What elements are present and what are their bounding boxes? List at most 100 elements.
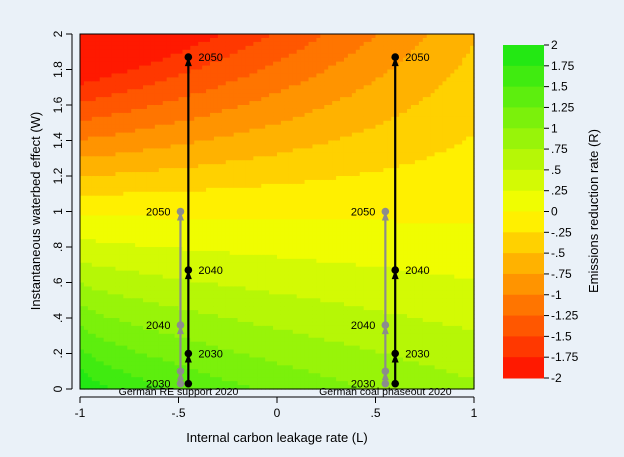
heatmap-cell (115, 353, 120, 359)
heatmap-cell (158, 81, 164, 86)
heatmap-cell (83, 333, 89, 339)
heatmap-cell (257, 373, 262, 378)
heatmap-cell (107, 325, 113, 331)
heatmap-cell (182, 140, 187, 146)
heatmap-cell (103, 318, 109, 323)
heatmap-cell (123, 231, 128, 236)
heatmap-cell (115, 37, 120, 43)
heatmap-cell (99, 250, 105, 256)
heatmap-cell (245, 57, 251, 63)
heatmap-cell (166, 160, 172, 165)
heatmap-cell (107, 243, 113, 248)
heatmap-cell (213, 160, 219, 165)
heatmap-cell (217, 191, 223, 197)
heatmap-cell (292, 140, 298, 146)
heatmap-cell (131, 187, 136, 193)
heatmap-cell (253, 61, 258, 67)
heatmap-cell (103, 219, 109, 224)
heatmap-cell (225, 85, 231, 90)
heatmap-cell (269, 270, 274, 276)
heatmap-cell (182, 329, 187, 335)
heatmap-cell (292, 302, 298, 307)
heatmap-cell (99, 187, 105, 193)
heatmap-cell (162, 176, 168, 181)
heatmap-cell (99, 266, 105, 272)
heatmap-cell (135, 239, 140, 244)
heatmap-cell (150, 215, 156, 220)
heatmap-cell (280, 262, 286, 268)
heatmap-cell (280, 361, 286, 366)
heatmap-cell (288, 73, 294, 78)
heatmap-cell (253, 286, 258, 291)
heatmap-cell (273, 203, 278, 209)
heatmap-cell (257, 235, 262, 240)
heatmap-cell (277, 306, 282, 311)
heatmap-cell (288, 270, 294, 276)
heatmap-cell (280, 207, 286, 213)
heatmap-cell (166, 57, 172, 63)
heatmap-cell (158, 105, 164, 110)
heatmap-cell (115, 108, 120, 114)
heatmap-cell (119, 140, 124, 146)
heatmap-cell (154, 314, 160, 319)
heatmap-cell (194, 329, 199, 335)
heatmap-cell (95, 77, 101, 82)
heatmap-cell (265, 243, 270, 248)
heatmap-cell (225, 77, 231, 82)
heatmap-cell (269, 124, 274, 130)
heatmap-cell (225, 199, 231, 205)
heatmap-cell (221, 101, 227, 106)
heatmap-cell (213, 172, 219, 177)
heatmap-cell (131, 168, 136, 173)
heatmap-cell (111, 239, 117, 244)
heatmap-cell (107, 73, 113, 78)
heatmap-cell (150, 85, 156, 90)
heatmap-cell (198, 278, 203, 284)
heatmap-cell (202, 353, 207, 359)
heatmap-cell (210, 223, 215, 228)
heatmap-cell (182, 373, 187, 378)
heatmap-cell (288, 254, 294, 260)
heatmap-cell (170, 231, 176, 236)
heatmap-cell (146, 65, 152, 71)
heatmap-cell (166, 195, 172, 201)
heatmap-cell (150, 274, 156, 280)
heatmap-cell (229, 93, 235, 98)
heatmap-cell (143, 361, 148, 366)
heatmap-cell (292, 37, 298, 43)
heatmap-cell (91, 37, 97, 43)
heatmap-cell (150, 310, 156, 315)
heatmap-cell (119, 262, 124, 268)
heatmap-cell (190, 314, 195, 319)
heatmap-cell (154, 381, 160, 386)
heatmap-cell (245, 247, 251, 252)
heatmap-cell (241, 341, 247, 347)
heatmap-cell (150, 294, 156, 299)
heatmap-cell (131, 298, 136, 303)
heatmap-cell (154, 179, 160, 185)
heatmap-cell (277, 124, 282, 130)
heatmap-cell (257, 85, 262, 90)
heatmap-cell (190, 318, 195, 323)
heatmap-cell (277, 282, 282, 288)
heatmap-cell (123, 49, 128, 55)
heatmap-cell (80, 136, 85, 142)
heatmap-cell (166, 85, 172, 90)
heatmap-cell (280, 172, 286, 177)
heatmap-cell (245, 105, 251, 110)
heatmap-cell (261, 385, 266, 390)
heatmap-cell (127, 156, 132, 161)
heatmap-cell (150, 254, 156, 260)
heatmap-cell (127, 65, 132, 71)
heatmap-cell (162, 321, 168, 327)
heatmap-cell (131, 61, 136, 67)
heatmap-cell (269, 282, 274, 288)
heatmap-cell (225, 61, 231, 67)
heatmap-cell (131, 365, 136, 370)
heatmap-cell (95, 341, 101, 347)
heatmap-cell (206, 385, 211, 390)
heatmap-cell (131, 105, 136, 110)
heatmap-cell (284, 345, 290, 351)
heatmap-cell (206, 369, 211, 374)
heatmap-cell (170, 329, 176, 335)
